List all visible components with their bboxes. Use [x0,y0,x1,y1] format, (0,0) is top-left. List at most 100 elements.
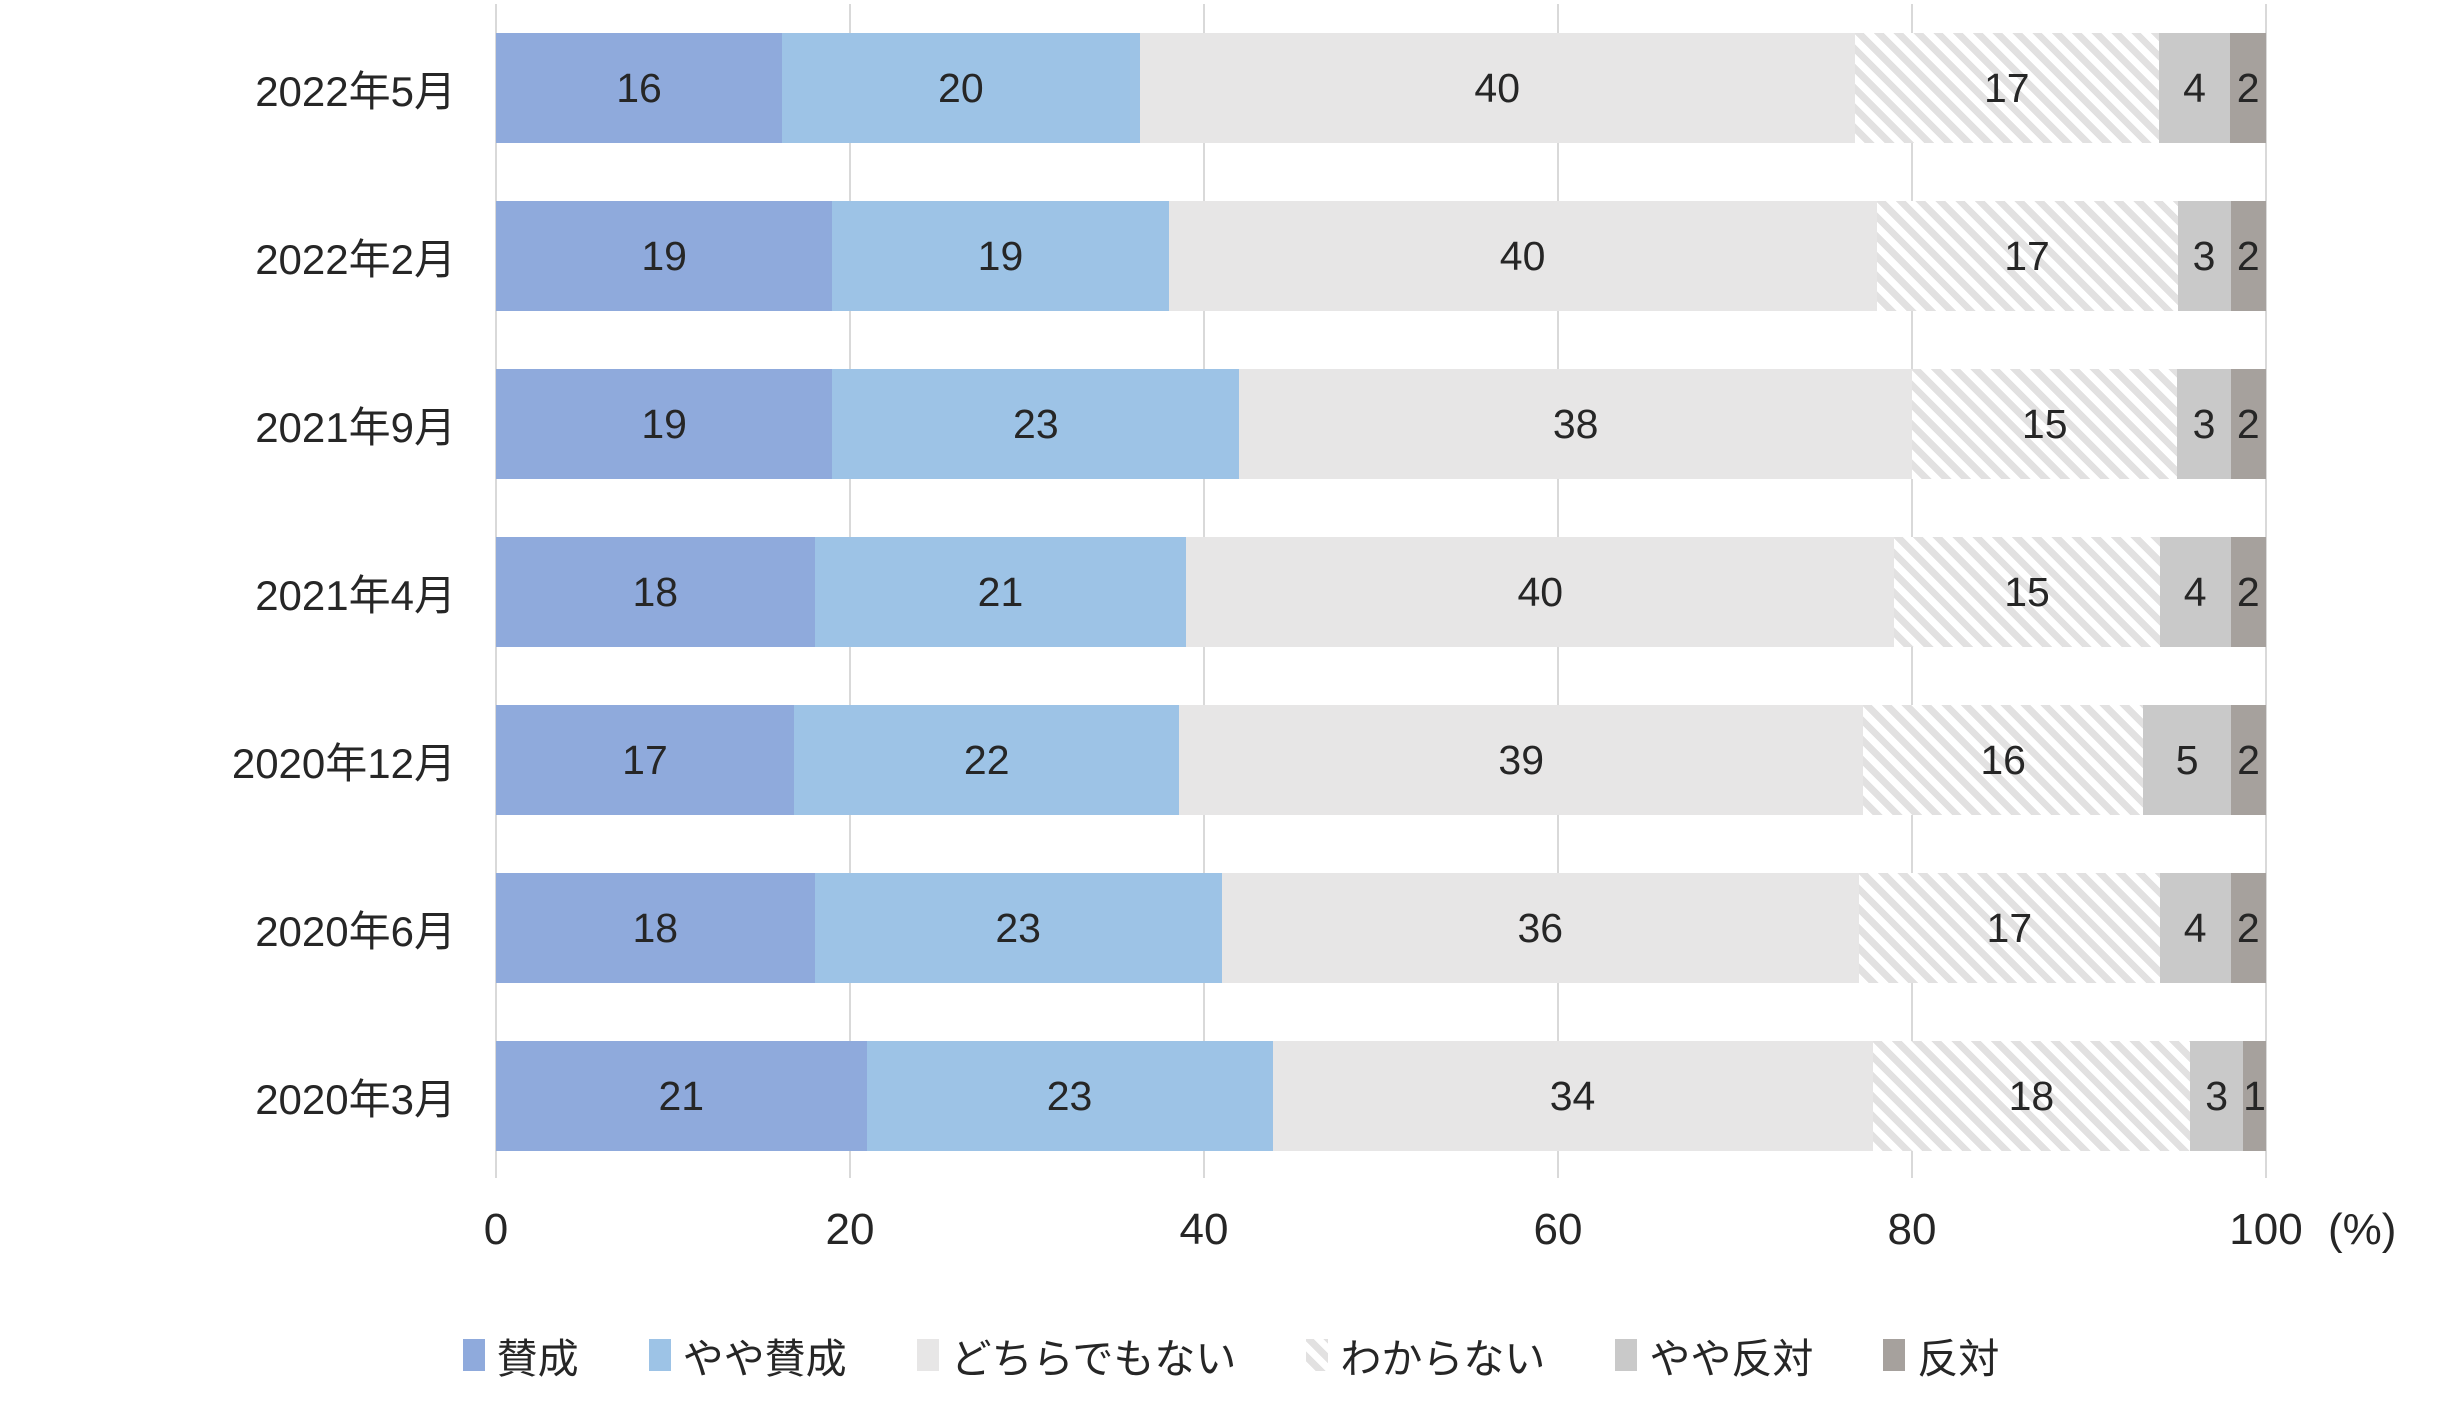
segment-value-label: 18 [632,568,679,615]
legend-item: 反対 [1883,1325,1999,1385]
segment-value-label: 15 [2004,568,2050,615]
legend-swatch-icon [1615,1339,1638,1371]
bar-segment: 40 [1186,537,1895,647]
segment-value-label: 3 [2192,232,2216,279]
segment-value-label: 20 [938,64,984,111]
bar-segment: 4 [2158,33,2231,143]
segment-value-label: 2 [2237,736,2260,783]
x-axis-tick-label: 100 [2229,1205,2303,1254]
x-axis-tick-label: 80 [1887,1205,1937,1254]
bar-segment: 17 [1854,33,2159,143]
segment-value-label: 2 [2236,568,2260,615]
bar-row: 2022年5月 16 20 40 17 4 2 [255,4,2266,172]
segment-value-label: 39 [1498,736,1544,783]
x-axis-tick-label: 60 [1533,1205,1583,1254]
bar-segment: 3 [2177,369,2231,479]
bar-segment: 21 [496,1041,867,1151]
bar-segment: 2 [2230,705,2266,815]
segment-value-label: 4 [2183,64,2206,111]
segment-value-label: 1 [2243,1072,2266,1119]
bar-segment: 20 [782,33,1140,143]
segment-value-label: 38 [1552,400,1599,447]
bar-segment: 40 [1139,33,1855,143]
bar-segment: 19 [496,201,833,311]
segment-value-label: 15 [2021,400,2068,447]
bar-segment: 22 [793,705,1180,815]
bar-segment: 1 [2243,1041,2266,1151]
category-label: 2022年5月 [255,67,456,115]
bar-segment: 5 [2143,705,2231,815]
bar-segment: 17 [1876,201,2178,311]
bar-segment: 36 [1221,873,1859,983]
bar-segment: 16 [1862,705,2144,815]
x-axis-tick-label: 0 [483,1205,509,1254]
legend-swatch-icon [916,1339,939,1371]
segment-value-label: 40 [1474,64,1521,111]
legend-swatch-icon [462,1339,485,1371]
legend-swatch-icon [648,1339,671,1371]
legend-item: やや賛成 [648,1325,847,1385]
stacked-bar: 19 19 40 17 3 2 [496,201,2266,311]
bar-segment: 34 [1272,1041,1873,1151]
bar-segment: 21 [814,537,1187,647]
legend-item: わからない [1306,1325,1545,1385]
legend-swatch-icon [1883,1339,1906,1371]
legend-label: どちらでもない [950,1336,1237,1382]
legend-label: やや反対 [1649,1336,1814,1382]
x-axis-tick-label: 40 [1179,1205,1229,1254]
bar-segment: 39 [1179,705,1863,815]
legend-item: どちらでもない [916,1325,1237,1385]
category-label: 2020年12月 [231,739,456,787]
plot-area: 2022年5月 16 20 40 17 4 2 2022年2月 19 19 40 17 3 2 2021年9… [232,4,2267,1180]
bar-segment: 4 [2159,537,2231,647]
bar-segment: 15 [1911,369,2178,479]
legend-label: 賛成 [496,1336,579,1382]
bar-segment: 2 [2230,873,2266,983]
segment-value-label: 36 [1517,904,1564,951]
bar-segment: 18 [496,537,815,647]
bar-segment: 2 [2230,537,2266,647]
segment-value-label: 23 [1013,400,1059,447]
legend-swatch-icon [1306,1339,1329,1371]
segment-value-label: 16 [616,64,662,111]
segment-value-label: 2 [2236,64,2260,111]
category-label: 2020年6月 [255,907,456,955]
legend-item: やや反対 [1615,1325,1813,1385]
stacked-bar: 16 20 40 17 4 2 [496,33,2266,143]
segment-value-label: 2 [2236,400,2260,447]
segment-value-label: 17 [1983,64,2030,111]
segment-value-label: 40 [1499,232,1546,279]
bar-segment: 19 [832,201,1169,311]
segment-value-label: 40 [1517,568,1564,615]
bar-row: 2022年2月 19 19 40 17 3 2 [255,172,2266,340]
x-axis: (%) 0 20 40 60 80 100 [484,1205,2397,1265]
legend-label: 反対 [1917,1336,2000,1382]
gridline-100 [2265,4,2267,1178]
category-label: 2021年9月 [255,403,456,451]
stacked-bar: 17 22 39 16 5 2 [496,705,2266,815]
segment-value-label: 23 [995,904,1041,951]
bar-segment: 16 [496,33,783,143]
segment-value-label: 16 [1980,736,2026,783]
segment-value-label: 17 [622,736,668,783]
stacked-bar: 19 23 38 15 3 2 [496,369,2266,479]
bar-segment: 4 [2159,873,2231,983]
segment-value-label: 5 [2175,736,2199,783]
category-label: 2020年3月 [255,1075,456,1123]
bar-row: 2020年12月 17 22 39 16 5 2 [232,676,2266,844]
bar-segment: 40 [1168,201,1877,311]
x-axis-tick-label: 20 [825,1205,875,1254]
bar-segment: 3 [2190,1041,2244,1151]
bar-segment: 23 [866,1041,1273,1151]
bar-segment: 2 [2230,201,2266,311]
segment-value-label: 19 [977,232,1024,279]
bar-row: 2021年4月 18 21 40 15 4 2 [255,508,2266,676]
bar-segment: 2 [2230,33,2266,143]
bar-segment: 38 [1239,369,1912,479]
bar-segment: 3 [2177,201,2231,311]
category-label: 2021年4月 [255,571,456,619]
segment-value-label: 19 [641,400,687,447]
legend-item: 賛成 [462,1325,579,1385]
legend: 賛成 やや賛成 どちらでもない わからない やや反対 反対 [0,1325,2462,1385]
stacked-bar: 18 23 36 17 4 2 [496,873,2266,983]
